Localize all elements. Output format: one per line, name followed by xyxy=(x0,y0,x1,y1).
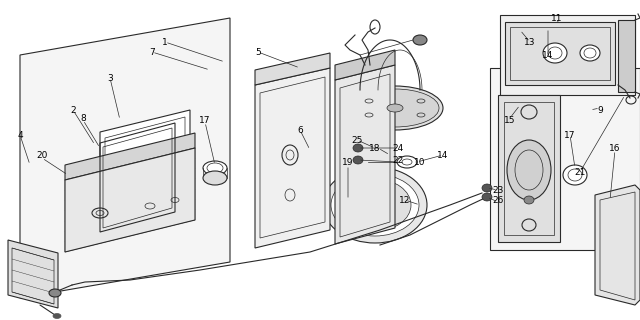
Polygon shape xyxy=(618,20,635,92)
Polygon shape xyxy=(498,95,560,242)
Ellipse shape xyxy=(347,86,443,130)
Ellipse shape xyxy=(353,144,363,152)
Text: 14: 14 xyxy=(437,150,449,159)
Text: 11: 11 xyxy=(551,13,563,22)
Ellipse shape xyxy=(507,140,551,200)
Text: 23: 23 xyxy=(492,186,504,195)
Polygon shape xyxy=(335,65,395,244)
Polygon shape xyxy=(335,50,395,80)
Polygon shape xyxy=(8,240,58,308)
Ellipse shape xyxy=(339,179,411,231)
Ellipse shape xyxy=(563,165,587,185)
Text: 18: 18 xyxy=(369,143,381,153)
Ellipse shape xyxy=(323,167,427,243)
Text: 15: 15 xyxy=(504,116,516,124)
Polygon shape xyxy=(255,68,330,248)
Ellipse shape xyxy=(53,314,61,318)
Text: 6: 6 xyxy=(297,125,303,134)
Ellipse shape xyxy=(524,196,534,204)
Text: 26: 26 xyxy=(492,196,504,204)
Polygon shape xyxy=(500,15,635,95)
Text: 10: 10 xyxy=(414,157,426,166)
Polygon shape xyxy=(595,185,640,305)
Text: 3: 3 xyxy=(107,74,113,83)
Polygon shape xyxy=(65,133,195,180)
Ellipse shape xyxy=(203,171,227,185)
Text: 14: 14 xyxy=(542,51,554,60)
Text: 17: 17 xyxy=(199,116,211,124)
Text: 25: 25 xyxy=(351,135,363,145)
Text: 16: 16 xyxy=(609,143,621,153)
Text: 20: 20 xyxy=(36,150,48,159)
Polygon shape xyxy=(65,148,195,252)
Polygon shape xyxy=(505,22,615,85)
Ellipse shape xyxy=(413,35,427,45)
Ellipse shape xyxy=(49,289,61,297)
Text: 19: 19 xyxy=(342,157,354,166)
Ellipse shape xyxy=(387,104,403,112)
Ellipse shape xyxy=(203,161,227,175)
Ellipse shape xyxy=(397,156,417,168)
Polygon shape xyxy=(255,53,330,85)
Ellipse shape xyxy=(353,156,363,164)
Ellipse shape xyxy=(580,45,600,61)
Text: 4: 4 xyxy=(17,131,23,140)
Polygon shape xyxy=(20,18,230,298)
Text: 2: 2 xyxy=(70,106,76,115)
Text: 5: 5 xyxy=(255,47,261,57)
Text: 13: 13 xyxy=(524,37,536,46)
Polygon shape xyxy=(490,68,640,250)
Text: 9: 9 xyxy=(597,106,603,115)
Ellipse shape xyxy=(482,193,492,201)
Text: 24: 24 xyxy=(392,143,404,153)
Ellipse shape xyxy=(482,184,492,192)
Ellipse shape xyxy=(351,89,439,127)
Text: 8: 8 xyxy=(80,114,86,123)
Text: 1: 1 xyxy=(162,37,168,46)
Text: 21: 21 xyxy=(574,167,586,177)
Text: 17: 17 xyxy=(564,131,576,140)
Text: 22: 22 xyxy=(392,156,404,164)
Ellipse shape xyxy=(331,174,419,236)
Text: 7: 7 xyxy=(149,47,155,57)
Text: 12: 12 xyxy=(399,196,411,204)
Polygon shape xyxy=(100,110,190,242)
Ellipse shape xyxy=(543,43,567,63)
